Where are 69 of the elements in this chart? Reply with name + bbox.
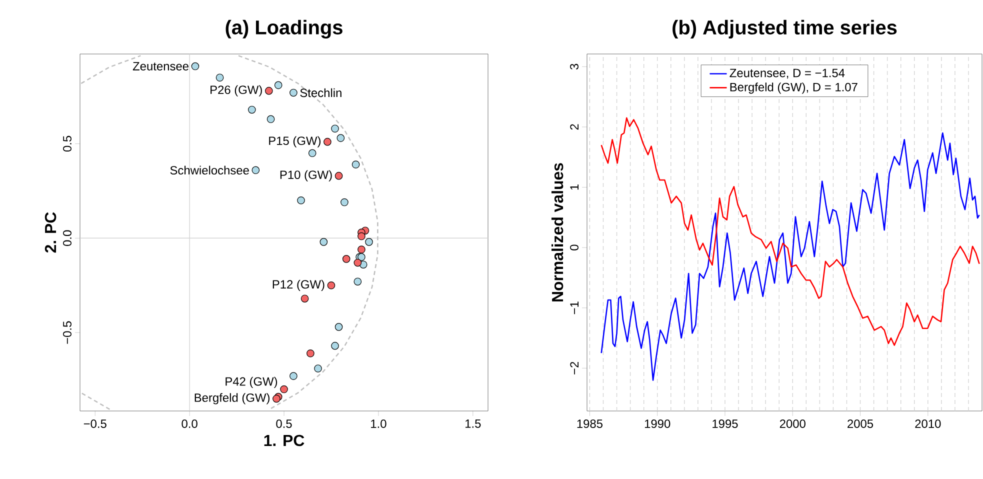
legend-label: Bergfeld (GW), D = 1.07 [730, 82, 858, 94]
point [336, 134, 345, 142]
point [248, 106, 256, 114]
x-tick-label: 2000 [780, 420, 806, 428]
annotation: Bergfeld (GW) [194, 393, 270, 404]
x-tick-label: 1985 [577, 420, 602, 428]
y-tick-label: −0.5 [63, 321, 72, 344]
annotation: P12 (GW) [272, 280, 324, 291]
chart-title: (a) Loadings [226, 20, 342, 38]
point [191, 62, 200, 70]
annotation: Stechlin [300, 88, 342, 98]
point [324, 138, 332, 146]
y-tick-label: 1 [570, 184, 578, 190]
point [300, 294, 309, 302]
point [331, 124, 339, 133]
point [265, 86, 273, 95]
annotation: P15 (GW) [269, 136, 320, 148]
legend-label: Zeutensee, D = −1.54 [730, 68, 845, 79]
y-axis-title: Normalized values [551, 163, 564, 302]
y-tick-label: 3 [570, 64, 578, 70]
x-tick-label: 1.5 [465, 420, 481, 428]
x-tick-label: 1995 [712, 420, 738, 428]
x-tick-label: 1990 [644, 420, 670, 428]
y-tick-label: 0.0 [63, 230, 72, 246]
point [297, 196, 305, 204]
point [314, 364, 322, 372]
y-tick-label: 0.5 [63, 136, 72, 152]
point [290, 372, 298, 380]
annotation: P10 (GW) [280, 170, 332, 182]
chart-title: (b) Adjusted time series [672, 20, 897, 38]
x-tick-label: −0.5 [84, 420, 106, 428]
y-tick-label: 2 [570, 124, 578, 130]
annotation: P42 (GW) [226, 376, 278, 388]
x-tick-label: 2010 [915, 420, 941, 428]
point [266, 115, 275, 124]
point [358, 232, 366, 240]
point [290, 88, 298, 97]
point [331, 342, 339, 350]
point [320, 238, 328, 246]
point [354, 258, 362, 267]
line-series [600, 132, 980, 381]
point [334, 172, 343, 180]
point [342, 255, 350, 263]
point [252, 166, 260, 174]
point [354, 278, 362, 286]
y-tick-label: −2 [570, 362, 578, 374]
point [327, 281, 336, 290]
point [358, 246, 366, 254]
x-tick-label: 1.0 [371, 420, 386, 428]
point [306, 349, 314, 358]
point [340, 198, 348, 206]
annotation: P26 (GW) [210, 85, 262, 96]
point [308, 149, 316, 158]
point [334, 323, 343, 331]
y-tick-label: −1 [570, 302, 578, 314]
annotation: Schwielochsee [170, 166, 249, 175]
line-series [600, 117, 980, 346]
point [216, 74, 224, 82]
point [352, 160, 360, 168]
y-axis-title: 2. PC [44, 212, 56, 253]
x-axis-title: 1. PC [264, 434, 304, 446]
y-tick-label: 0 [570, 244, 578, 250]
x-tick-label: 0.5 [276, 420, 292, 428]
x-tick-label: 2005 [848, 420, 874, 428]
x-tick-label: 0.0 [182, 420, 198, 428]
annotation: Zeutensee [132, 62, 188, 70]
point [365, 238, 373, 246]
point [280, 385, 288, 394]
point [274, 81, 282, 90]
